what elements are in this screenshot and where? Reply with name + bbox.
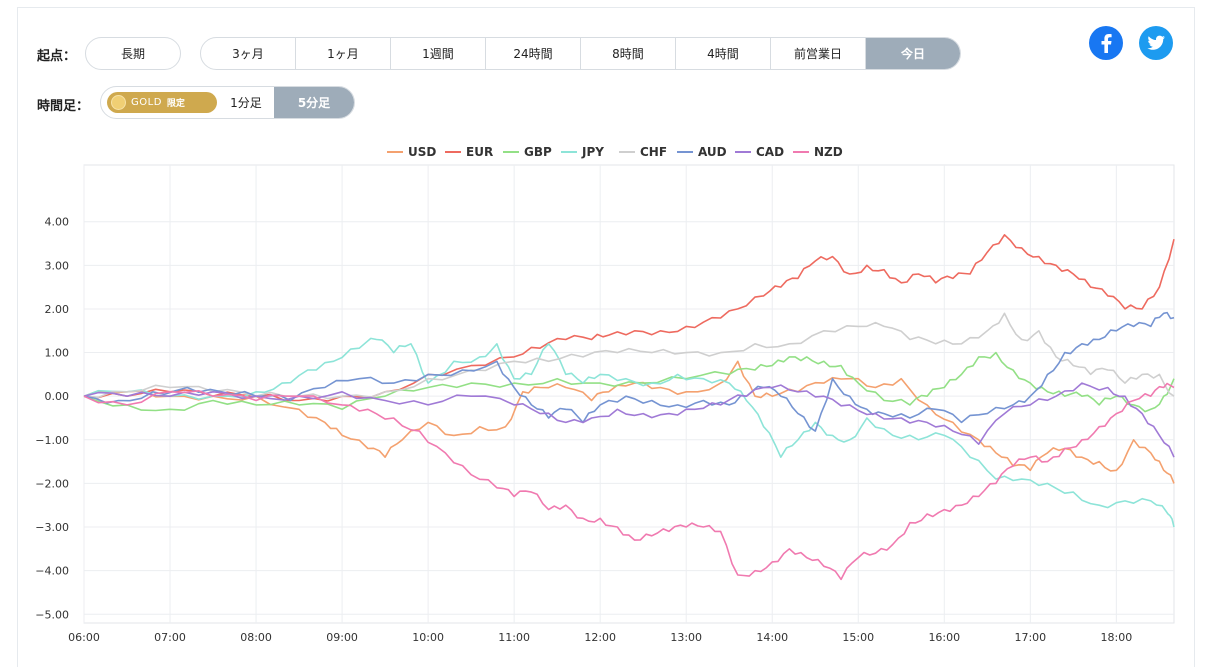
legend-label-jpy: JPY bbox=[581, 145, 604, 159]
panel-frame bbox=[17, 7, 1195, 667]
gold-limited-text: 限定 bbox=[166, 99, 185, 109]
timeframe-1-minute[interactable]: 1分足 bbox=[230, 96, 262, 110]
series-line-usd bbox=[83, 360, 1175, 484]
timeframe-5-minute[interactable]: 5分足 bbox=[274, 87, 354, 118]
timeframe-selector: GOLD 限定 1分足 5分足 bbox=[100, 86, 355, 119]
gold-text: GOLD bbox=[131, 97, 162, 108]
legend-label-nzd: NZD bbox=[814, 145, 843, 159]
x-tick-label: 17:00 bbox=[1014, 631, 1046, 644]
period-4-hours[interactable]: 4時間 bbox=[676, 38, 771, 69]
series-line-nzd bbox=[83, 382, 1175, 581]
x-tick-label: 06:00 bbox=[68, 631, 100, 644]
series-line-aud bbox=[83, 311, 1175, 432]
y-tick-label: 0.00 bbox=[45, 390, 70, 403]
y-tick-label: −1.00 bbox=[35, 434, 69, 447]
y-tick-label: 3.00 bbox=[45, 259, 70, 272]
y-tick-label: 1.00 bbox=[45, 347, 70, 360]
legend-label-usd: USD bbox=[408, 145, 436, 159]
gold-timeframe-option[interactable]: GOLD 限定 bbox=[101, 87, 222, 118]
series-line-chf bbox=[83, 312, 1175, 400]
y-tick-label: −4.00 bbox=[35, 565, 69, 578]
period-8-hours[interactable]: 8時間 bbox=[581, 38, 676, 69]
y-tick-label: −5.00 bbox=[35, 608, 69, 621]
period-selector: 3ヶ月 1ヶ月 1週間 24時間 8時間 4時間 前営業日 今日 bbox=[200, 37, 961, 70]
currency-strength-chart: 4.00 3.00 2.00 1.00 0.00 −1.00 −2.00 −3.00 −4.00… bbox=[35, 145, 1175, 644]
period-today[interactable]: 今日 bbox=[866, 38, 960, 69]
y-tick-label: 2.00 bbox=[45, 303, 70, 316]
legend-label-gbp: GBP bbox=[524, 145, 552, 159]
x-tick-label: 07:00 bbox=[154, 631, 186, 644]
period-previous-business-day[interactable]: 前営業日 bbox=[771, 38, 866, 69]
x-tick-label: 15:00 bbox=[842, 631, 874, 644]
gold-badge: GOLD 限定 bbox=[107, 92, 217, 113]
y-tick-label: −2.00 bbox=[35, 477, 69, 490]
gold-coin-icon bbox=[111, 95, 126, 110]
origin-label: 起点： bbox=[37, 49, 77, 64]
x-tick-label: 08:00 bbox=[240, 631, 272, 644]
facebook-icon bbox=[1101, 34, 1112, 53]
x-tick-label: 13:00 bbox=[670, 631, 702, 644]
timeframe-label: 時間足： bbox=[37, 99, 90, 114]
period-3-months[interactable]: 3ヶ月 bbox=[201, 38, 296, 69]
legend-label-aud: AUD bbox=[698, 145, 727, 159]
x-tick-label: 16:00 bbox=[928, 631, 960, 644]
twitter-icon bbox=[1147, 35, 1165, 50]
y-tick-label: 4.00 bbox=[45, 216, 70, 229]
legend-label-cad: CAD bbox=[756, 145, 784, 159]
x-tick-label: 11:00 bbox=[498, 631, 530, 644]
x-tick-label: 10:00 bbox=[412, 631, 444, 644]
period-24-hours[interactable]: 24時間 bbox=[486, 38, 581, 69]
long-term-button[interactable]: 長期 bbox=[85, 37, 181, 70]
series-line-gbp bbox=[83, 351, 1175, 413]
series-line-cad bbox=[83, 382, 1175, 458]
facebook-share-button[interactable] bbox=[1089, 26, 1123, 60]
x-tick-label: 18:00 bbox=[1101, 631, 1133, 644]
x-tick-label: 09:00 bbox=[326, 631, 358, 644]
y-tick-label: −3.00 bbox=[35, 521, 69, 534]
x-tick-label: 14:00 bbox=[756, 631, 788, 644]
period-1-week[interactable]: 1週間 bbox=[391, 38, 486, 69]
legend-label-chf: CHF bbox=[640, 145, 667, 159]
legend-label-eur: EUR bbox=[466, 145, 493, 159]
twitter-share-button[interactable] bbox=[1139, 26, 1173, 60]
x-tick-label: 12:00 bbox=[584, 631, 616, 644]
period-1-month[interactable]: 1ヶ月 bbox=[296, 38, 391, 69]
